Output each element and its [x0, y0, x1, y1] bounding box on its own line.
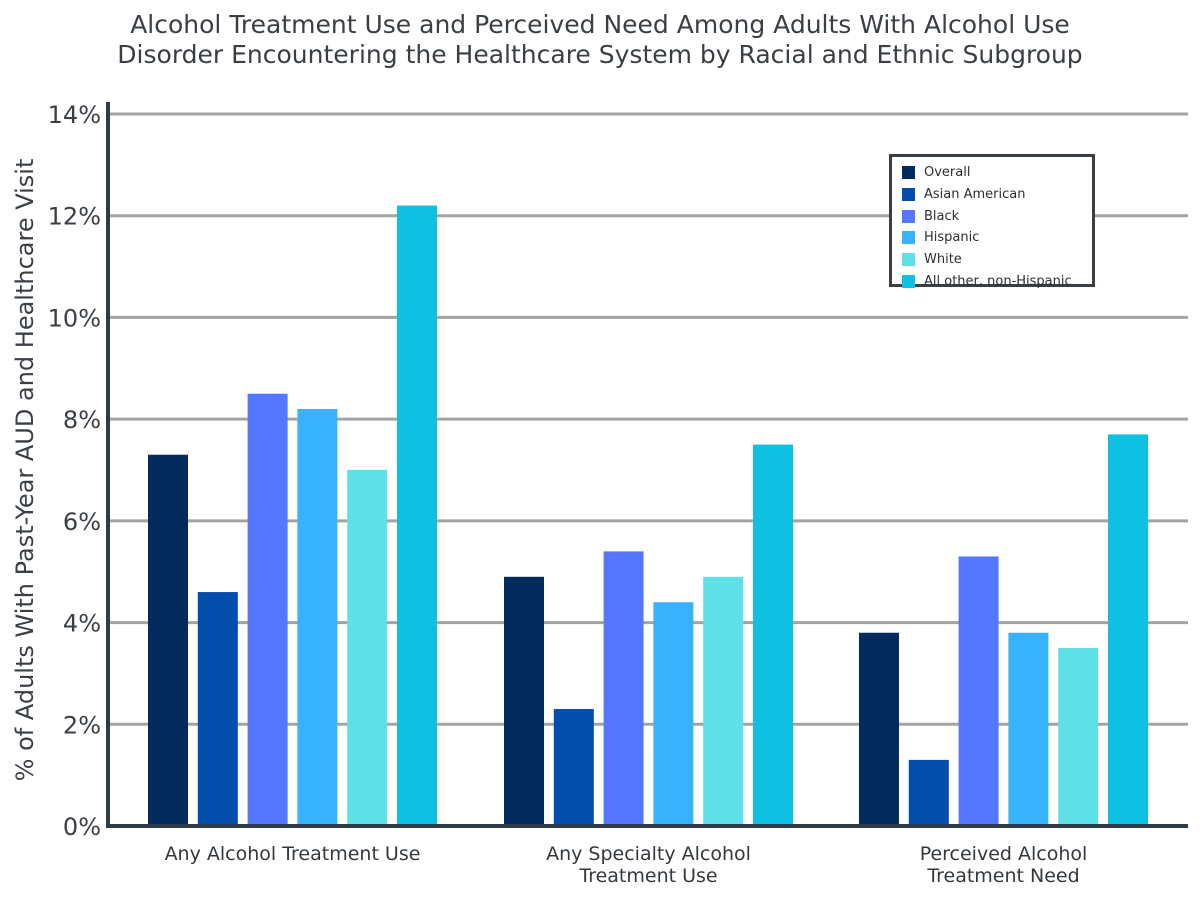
legend-swatch	[902, 209, 915, 223]
legend-item: Hispanic	[902, 227, 1092, 249]
bar-hispanic-1	[297, 408, 338, 826]
legend-swatch	[902, 253, 915, 267]
bar-overall-3	[859, 632, 899, 826]
legend-item: Black	[902, 205, 1092, 227]
x-category-label: Any Alcohol Treatment Use	[165, 843, 421, 865]
y-axis-label: % of Adults With Past-Year AUD and Healt…	[11, 159, 39, 782]
bar-asian-american-3	[908, 759, 949, 826]
bar-white-2	[703, 576, 744, 826]
chart-title-line-1: Alcohol Treatment Use and Perceived Need…	[130, 10, 1070, 39]
legend-swatch	[902, 231, 915, 245]
bar-overall-2	[504, 576, 544, 826]
bar-asian-american-1	[197, 592, 238, 826]
legend-label: Hispanic	[924, 230, 980, 246]
y-tick-label: 8%	[63, 406, 101, 434]
bar-overall-1	[148, 454, 188, 826]
bar-black-1	[247, 393, 288, 826]
y-tick-label: 0%	[63, 813, 101, 841]
chart-title: Alcohol Treatment Use and Perceived Need…	[0, 10, 1200, 70]
bar-hispanic-3	[1008, 632, 1049, 826]
legend-label: All other, non-Hispanic	[924, 273, 1072, 289]
axes	[106, 102, 1188, 828]
legend-item: Overall	[902, 162, 1092, 184]
bar-asian-american-2	[553, 709, 594, 826]
legend-label: Asian American	[924, 187, 1026, 203]
y-tick-label: 4%	[63, 610, 101, 638]
bar-black-3	[958, 556, 999, 826]
x-category-label: Any Specialty Alcohol Treatment Use	[546, 843, 751, 887]
y-tick-labels: 0% 2% 4% 6% 8% 10% 12% 14%	[48, 101, 101, 841]
legend-swatch	[902, 188, 915, 202]
bar-all-other-non-hispanic-3	[1108, 434, 1148, 826]
legend-swatch	[902, 166, 915, 180]
bar-hispanic-2	[653, 602, 694, 826]
chart-title-line-2: Disorder Encountering the Healthcare Sys…	[117, 40, 1083, 69]
y-tick-label: 12%	[48, 203, 101, 231]
bar-black-2	[603, 551, 644, 826]
legend-item: White	[902, 249, 1092, 271]
y-tick-label: 14%	[48, 101, 101, 129]
y-tick-label: 2%	[63, 711, 101, 739]
bar-all-other-non-hispanic-1	[397, 205, 437, 827]
legend-label: Black	[924, 208, 960, 224]
bars	[148, 205, 1148, 827]
legend: Overall Asian American Black Hispanic White A…	[889, 154, 1095, 289]
y-tick-label: 10%	[48, 304, 101, 332]
y-tick-label: 6%	[63, 508, 101, 536]
bar-white-3	[1058, 648, 1099, 826]
legend-item: All other, non-Hispanic	[902, 270, 1092, 292]
legend-item: Asian American	[902, 184, 1092, 206]
x-category-label: Perceived Alcohol Treatment Need	[920, 843, 1088, 887]
legend-label: Overall	[924, 165, 971, 181]
legend-label: White	[924, 252, 962, 268]
x-category-labels: Any Alcohol Treatment Use Any Specialty A…	[165, 843, 1088, 887]
bar-all-other-non-hispanic-2	[753, 444, 793, 826]
legend-swatch	[902, 274, 915, 288]
bar-white-1	[347, 470, 388, 826]
